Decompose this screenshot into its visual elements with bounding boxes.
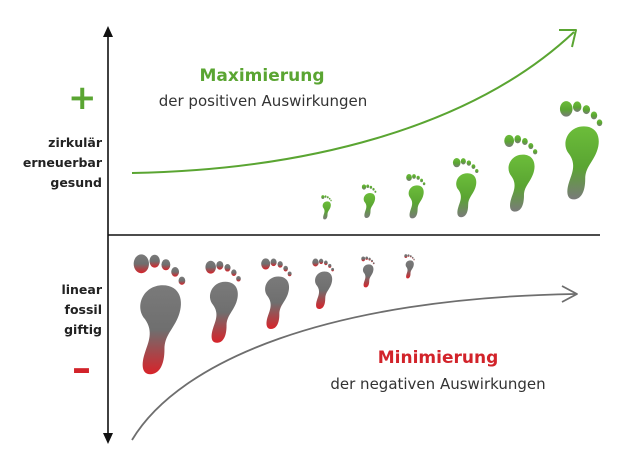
attribute-label: erneuerbar xyxy=(22,155,102,170)
negative-reduction-curve xyxy=(131,293,576,441)
red-footprint-icon xyxy=(404,254,415,279)
red-footprint-icon xyxy=(133,254,186,375)
green-footprint-icon xyxy=(361,184,377,218)
green-footprint-icon xyxy=(321,195,332,220)
minus-sign: – xyxy=(72,346,91,390)
minimize-title: Minimierung xyxy=(377,348,499,368)
attribute-label: linear xyxy=(61,282,102,297)
green-footprint-icon xyxy=(406,173,426,219)
red-footprint-icon xyxy=(361,256,375,288)
positive-growth-curve xyxy=(131,31,575,174)
red-footprint-icon xyxy=(261,258,292,329)
axis-arrow-up-icon xyxy=(103,26,113,37)
green-footprint-icon xyxy=(504,134,538,212)
red-footprint-icon xyxy=(205,260,241,343)
maximize-subtitle: der positiven Auswirkungen xyxy=(158,92,368,110)
negative-curve-arrow-icon xyxy=(561,285,578,303)
attribute-label: fossil xyxy=(64,302,102,317)
attribute-label: gesund xyxy=(50,175,102,190)
positive-curve-arrow-icon xyxy=(559,29,577,48)
axis-arrow-down-icon xyxy=(103,433,113,444)
negative-attributes: linear fossil giftig xyxy=(10,280,102,340)
red-footprint-icon xyxy=(312,258,335,309)
maximize-title: Maximierung xyxy=(199,66,325,86)
positive-attributes: zirkulär erneuerbar gesund xyxy=(10,133,102,193)
minimize-subtitle: der negativen Auswirkungen xyxy=(330,375,546,393)
plus-sign: + xyxy=(68,78,97,118)
attribute-label: giftig xyxy=(64,322,102,337)
attribute-label: zirkulär xyxy=(48,135,102,150)
green-footprint-icon xyxy=(559,101,603,200)
green-footprint-icon xyxy=(452,157,479,218)
